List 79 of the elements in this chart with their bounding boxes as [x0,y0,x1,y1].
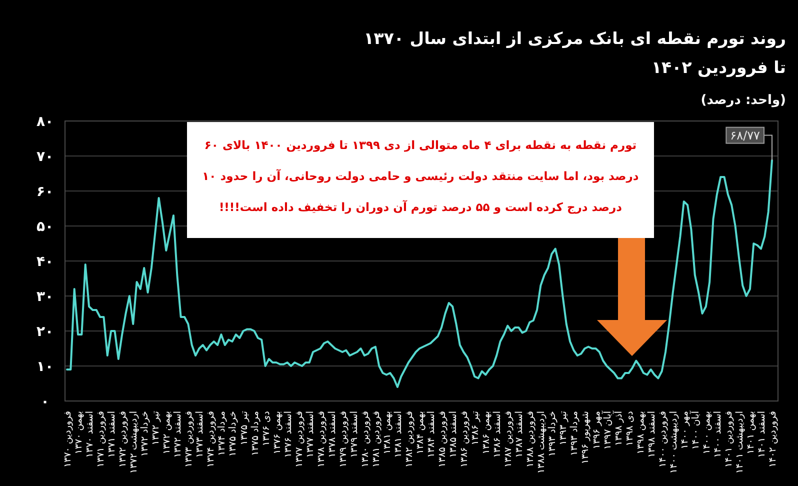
x-tick-label: فروردین ۱۳۷۲ [118,411,129,468]
x-tick-label: فروردین ۱۴۰۱ [723,411,734,468]
x-tick-label: فروردین ۱۴۰۰ [657,411,668,468]
x-tick-label: فروردین ۱۳۸۵ [437,411,448,468]
line-series [66,159,773,388]
x-tick-label: بهمن ۱۴۰۰ [701,411,712,454]
x-tick-label: فروردین ۱۳۷۳ [184,411,195,468]
x-tick-label: اردیبهشت ۱۴۰۱ [734,411,746,474]
x-tick-label: اسفند ۱۳۷۶ [282,411,294,458]
y-tick-label: ۵۰ [36,218,54,235]
x-tick-label: بهمن ۱۳۷۶ [272,411,283,454]
x-tick-label: اسفند ۱۳۷۰ [84,411,96,458]
x-tick-label: اسفند ۱۳۸۶ [492,411,504,458]
x-tick-label: فروردین ۱۳۸۷ [503,411,514,468]
x-tick-label: اسفند ۱۳۷۷ [304,411,316,458]
x-tick-label: فروردین ۱۳۷۹ [338,411,349,468]
y-tick-label: ۳۰ [36,288,54,305]
y-tick-label: ۲۰ [36,324,54,340]
y-tick-label: ۰ [40,394,50,410]
x-tick-label: فروردین ۱۳۷۸ [316,411,327,468]
x-tick-label: بهمن ۱۳۸۶ [481,411,492,454]
text: تورم نقطه به نقطه برای ۴ ماه متوالی از دی ۱۳۹۹ تا فروردین ۱۴۰۰ بالای ۶۰ درصد بود، اما سایت منتقد دولت رئیسی و حامی دولت روحانی، آن را حدود ۱۰ درصد درج کرده است و ۵۵ درصد تورم آن دوران را تخفیف داده است!!!! [202,138,639,214]
x-tick-label: تیر ۱۳۷۲ [150,410,162,446]
x-tick-label: فروردین ۱۳۷۱ [96,411,107,468]
x-tick-label: اسفند ۱۳۷۳ [194,411,206,458]
x-tick-label: مهر ۱۴۰۰ [679,411,690,450]
x-tick-label: بهمن ۱۳۷۲ [162,411,173,454]
x-tick-label: خرداد ۱۳۹۳ [547,410,558,457]
x-tick-label: اسفند ۱۳۷۹ [348,411,360,458]
x-tick-label: دی ۱۳۹۸ [624,411,636,446]
x-tick-label: فروردین ۱۳۸۲ [404,411,415,468]
x-tick-label: فروردین ۱۳۸۶ [459,411,470,468]
x-tick-label: بهمن ۱۳۹۸ [635,411,646,454]
chart-title: روند تورم نقطه ای بانک مرکزی از ابتدای سال ۱۳۷۰ تا فروردین ۱۴۰۲ [364,29,786,78]
x-tick-label: بهمن ۱۳۷۰ [74,411,85,454]
y-tick-label: ۸۰ [36,114,54,130]
x-tick-label: فروردین ۱۳۷۴ [206,411,217,468]
x-tick-label: آبان ۱۴۰۰ [689,410,702,450]
x-tick-label: اسفند ۱۳۸۵ [448,411,460,458]
y-tick-label: ۴۰ [36,254,54,270]
x-tick-label: فروردین ۱۳۸۱ [370,411,382,468]
x-tick-label: اسفند ۱۳۸۱ [392,411,404,458]
x-tick-label: مرداد ۱۳۹۳ [569,411,580,456]
x-tick-label: تیر ۱۳۸۶ [470,410,482,446]
y-tick-label: ۷۰ [36,148,54,165]
x-tick-label: اسفند ۱۴۰۱ [756,411,768,458]
x-tick-label: خرداد ۱۳۷۲ [140,410,151,457]
x-tick-label: فروردین ۱۳۷۰ [62,411,74,468]
x-tick-label: اردیبهشت ۱۳۸۸ [536,411,548,474]
x-tick-label: آذر ۱۳۹۸ [612,410,624,446]
x-tick-label: فروردین ۱۳۸۰ [360,411,371,468]
x-tick-label: فروردین ۱۳۸۸ [525,411,536,468]
x-tick-label: اسفند ۱۴۰۰ [712,411,724,458]
x-tick-label: مرداد ۱۳۷۴ [216,411,228,456]
x-tick-label: مرداد ۱۳۷۵ [250,411,261,456]
x-tick-label: اسفند ۱۳۸۷ [514,411,526,458]
x-tick-label: بهمن ۱۳۸۴ [415,411,426,454]
x-tick-label: اسفند ۱۳۹۸ [646,411,658,458]
x-tick-label: فروردین ۱۴۰۲ [768,411,778,468]
x-tick-label: اسفند ۱۳۷۲ [172,411,184,458]
x-tick-label: اسفند ۱۳۷۱ [106,411,118,458]
y-tick-label: ۱۰ [36,358,54,375]
x-tick-label: خرداد ۱۳۷۵ [228,410,239,457]
y-tick-label: ۶۰ [36,184,54,200]
x-tick-label: اسفند ۱۳۷۸ [326,411,338,458]
x-tick-label: بهمن ۱۳۸۱ [382,411,393,454]
x-tick-label: فروردین ۱۳۷۷ [294,411,305,468]
x-tick-label: اردیبهشت ۱۳۷۲ [128,411,140,474]
x-tick-label: مهر ۱۳۹۶ [591,411,602,450]
x-tick-label: دی ۱۳۷۶ [260,411,272,446]
x-tick-label: شهریور ۱۳۹۶ [580,410,592,464]
x-tick-label: اسفند ۱۳۸۴ [426,411,438,458]
x-tick-label: تیر ۱۳۷۵ [238,410,250,446]
x-tick-label: تیر ۱۳۹۳ [558,410,570,446]
x-tick-label: آبان ۱۳۹۷ [601,410,614,450]
x-tick-label: بهمن ۱۴۰۱ [745,411,756,454]
x-tick-label: اردیبهشت ۱۴۰۰ [668,411,680,474]
data-label: ۶۸/۷۷ [730,128,761,142]
chart-subtitle: (واحد: درصد) [700,93,786,108]
